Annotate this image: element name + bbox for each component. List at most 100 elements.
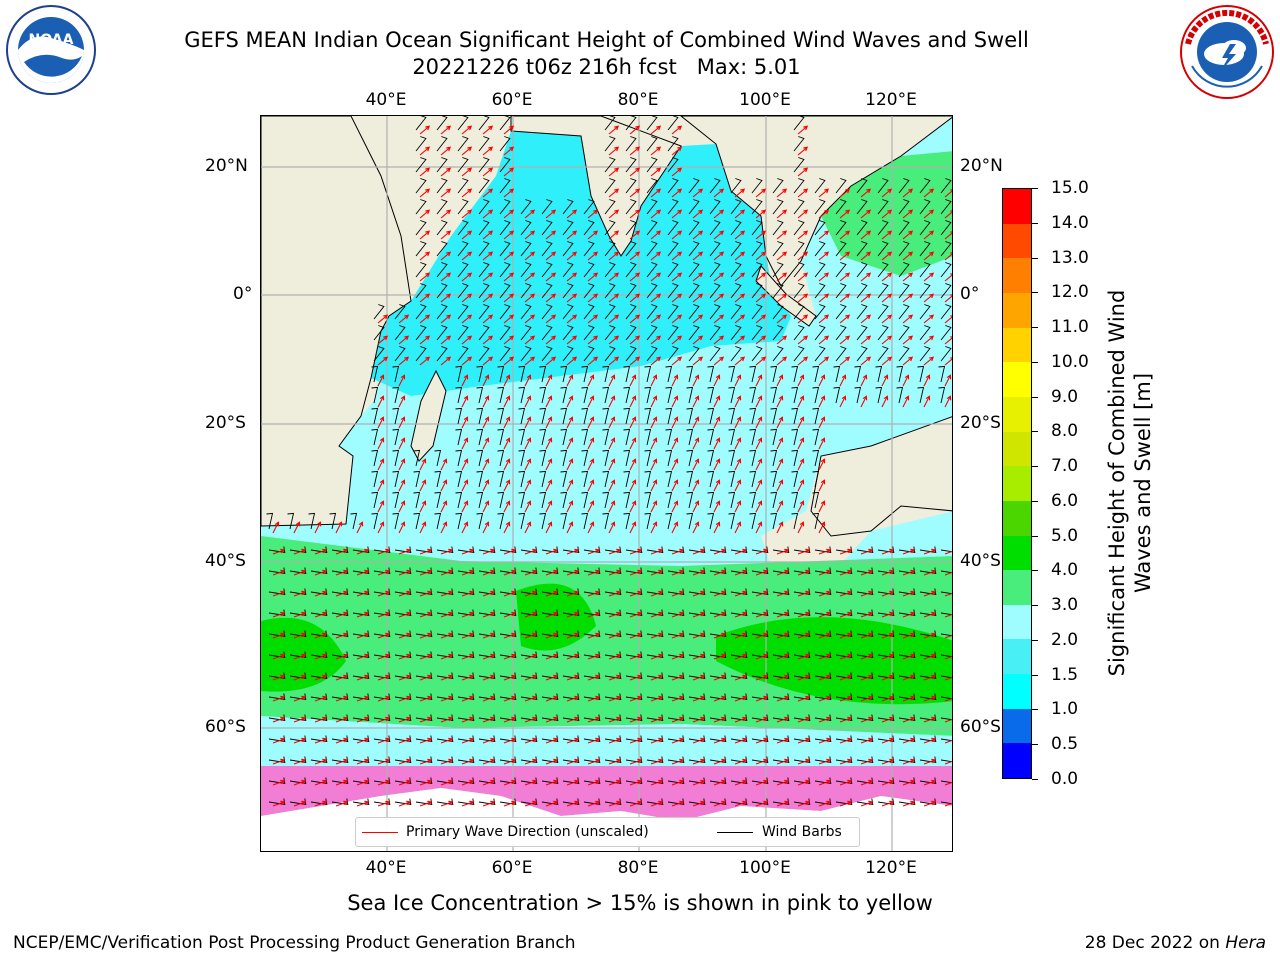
wind-barb: [646, 283, 658, 299]
wave-direction-arrow: [650, 374, 658, 387]
wave-direction-arrow: [692, 653, 706, 660]
wind-barb: [688, 630, 706, 637]
wind-barb: [625, 220, 637, 236]
wave-direction-arrow: [839, 356, 851, 366]
colorbar-label: Significant Height of Combined Wind Wave…: [1105, 289, 1155, 677]
wind-barb: [625, 199, 637, 215]
wind-barb: [583, 199, 595, 215]
map-panel[interactable]: [260, 115, 953, 852]
wave-direction-arrow: [377, 758, 391, 765]
wind-barb: [457, 220, 469, 236]
wave-direction-arrow: [335, 800, 349, 807]
wind-barb: [877, 735, 895, 742]
wave-direction-arrow: [692, 209, 704, 219]
colorbar-tick-mark: [1032, 188, 1038, 189]
wave-direction-arrow: [713, 272, 725, 282]
wind-barb: [392, 386, 400, 404]
wind-barb: [707, 491, 715, 509]
wind-barb: [562, 777, 580, 784]
wave-direction-arrow: [482, 632, 496, 639]
wave-direction-arrow: [839, 293, 851, 303]
wave-direction-arrow: [734, 590, 748, 597]
wave-direction-arrow: [692, 500, 700, 513]
wind-barb: [625, 672, 643, 679]
wind-barb: [709, 609, 727, 616]
wind-barb: [751, 693, 769, 700]
wind-barb: [749, 449, 757, 467]
wave-direction-legend-label: Primary Wave Direction (unscaled): [406, 824, 649, 840]
wave-direction-arrow: [692, 335, 704, 345]
wave-direction-arrow: [944, 697, 952, 702]
wave-direction-arrow: [461, 230, 473, 240]
wave-direction-arrow: [272, 569, 286, 576]
wave-direction-arrow: [713, 590, 727, 597]
wave-direction-arrow: [629, 125, 641, 135]
wind-barb: [562, 325, 574, 341]
wave-direction-arrow: [734, 500, 742, 513]
wave-direction-arrow: [860, 293, 872, 303]
wave-direction-arrow: [944, 374, 952, 387]
wave-direction-arrow: [587, 758, 601, 765]
wind-barb: [520, 241, 532, 257]
wind-barb: [667, 567, 685, 574]
wave-direction-arrow: [776, 188, 788, 198]
wind-barb: [854, 386, 862, 404]
wind-barb: [835, 567, 853, 574]
wind-barb: [520, 283, 532, 299]
wave-direction-arrow: [440, 272, 452, 282]
wind-barb: [373, 672, 391, 679]
wind-barb: [478, 178, 490, 194]
wave-direction-arrow: [566, 395, 574, 408]
wave-direction-arrow: [713, 758, 727, 765]
wave-direction-arrow: [314, 779, 328, 786]
wind-barb: [728, 512, 736, 530]
wave-direction-arrow: [944, 592, 952, 597]
wind-barb: [665, 449, 673, 467]
wave-direction-arrow: [545, 695, 559, 702]
wave-direction-arrow: [944, 336, 952, 345]
wind-barb: [541, 546, 559, 553]
wave-direction-arrow: [839, 209, 851, 219]
wind-barb: [688, 283, 700, 299]
wind-barb: [436, 735, 454, 742]
wave-direction-arrow: [671, 356, 683, 366]
wind-barb: [413, 449, 421, 467]
wave-direction-arrow: [503, 758, 517, 765]
wave-direction-arrow: [776, 611, 790, 618]
wind-barb: [436, 714, 454, 721]
wind-barb: [268, 609, 286, 616]
wind-barb: [919, 283, 931, 299]
colorbar-tick-label: 2.0: [1051, 629, 1079, 650]
wave-direction-arrow: [860, 209, 872, 219]
wave-direction-arrow: [629, 437, 637, 450]
wave-direction-arrow: [482, 458, 490, 471]
wave-direction-arrow: [377, 632, 391, 639]
wave-direction-arrow: [398, 314, 410, 324]
wind-barb: [436, 136, 448, 152]
wave-direction-arrow: [902, 653, 916, 660]
wind-barb: [310, 798, 328, 805]
wind-barb: [791, 407, 799, 425]
wave-direction-arrow: [587, 416, 595, 429]
wind-barb: [394, 735, 412, 742]
wind-barb: [856, 714, 874, 721]
wind-barb: [877, 798, 895, 805]
wave-direction-arrow: [566, 500, 574, 513]
colorbar: [1002, 188, 1032, 779]
wave-direction-arrow: [734, 230, 746, 240]
wind-barb: [709, 220, 721, 236]
wind-barb: [394, 609, 412, 616]
wave-direction-arrow: [776, 695, 790, 702]
wind-barb: [604, 325, 616, 341]
wind-barb: [688, 588, 706, 595]
wind-barb: [791, 428, 799, 446]
wind-barb: [457, 116, 469, 131]
wind-barb: [751, 567, 769, 574]
wave-direction-arrow: [671, 695, 685, 702]
wave-direction-arrow: [818, 500, 826, 513]
wind-barb: [709, 756, 727, 763]
wave-direction-arrow: [482, 146, 494, 156]
wind-barb: [667, 262, 679, 278]
wind-barb: [331, 546, 349, 553]
wave-direction-arrow: [923, 188, 935, 198]
